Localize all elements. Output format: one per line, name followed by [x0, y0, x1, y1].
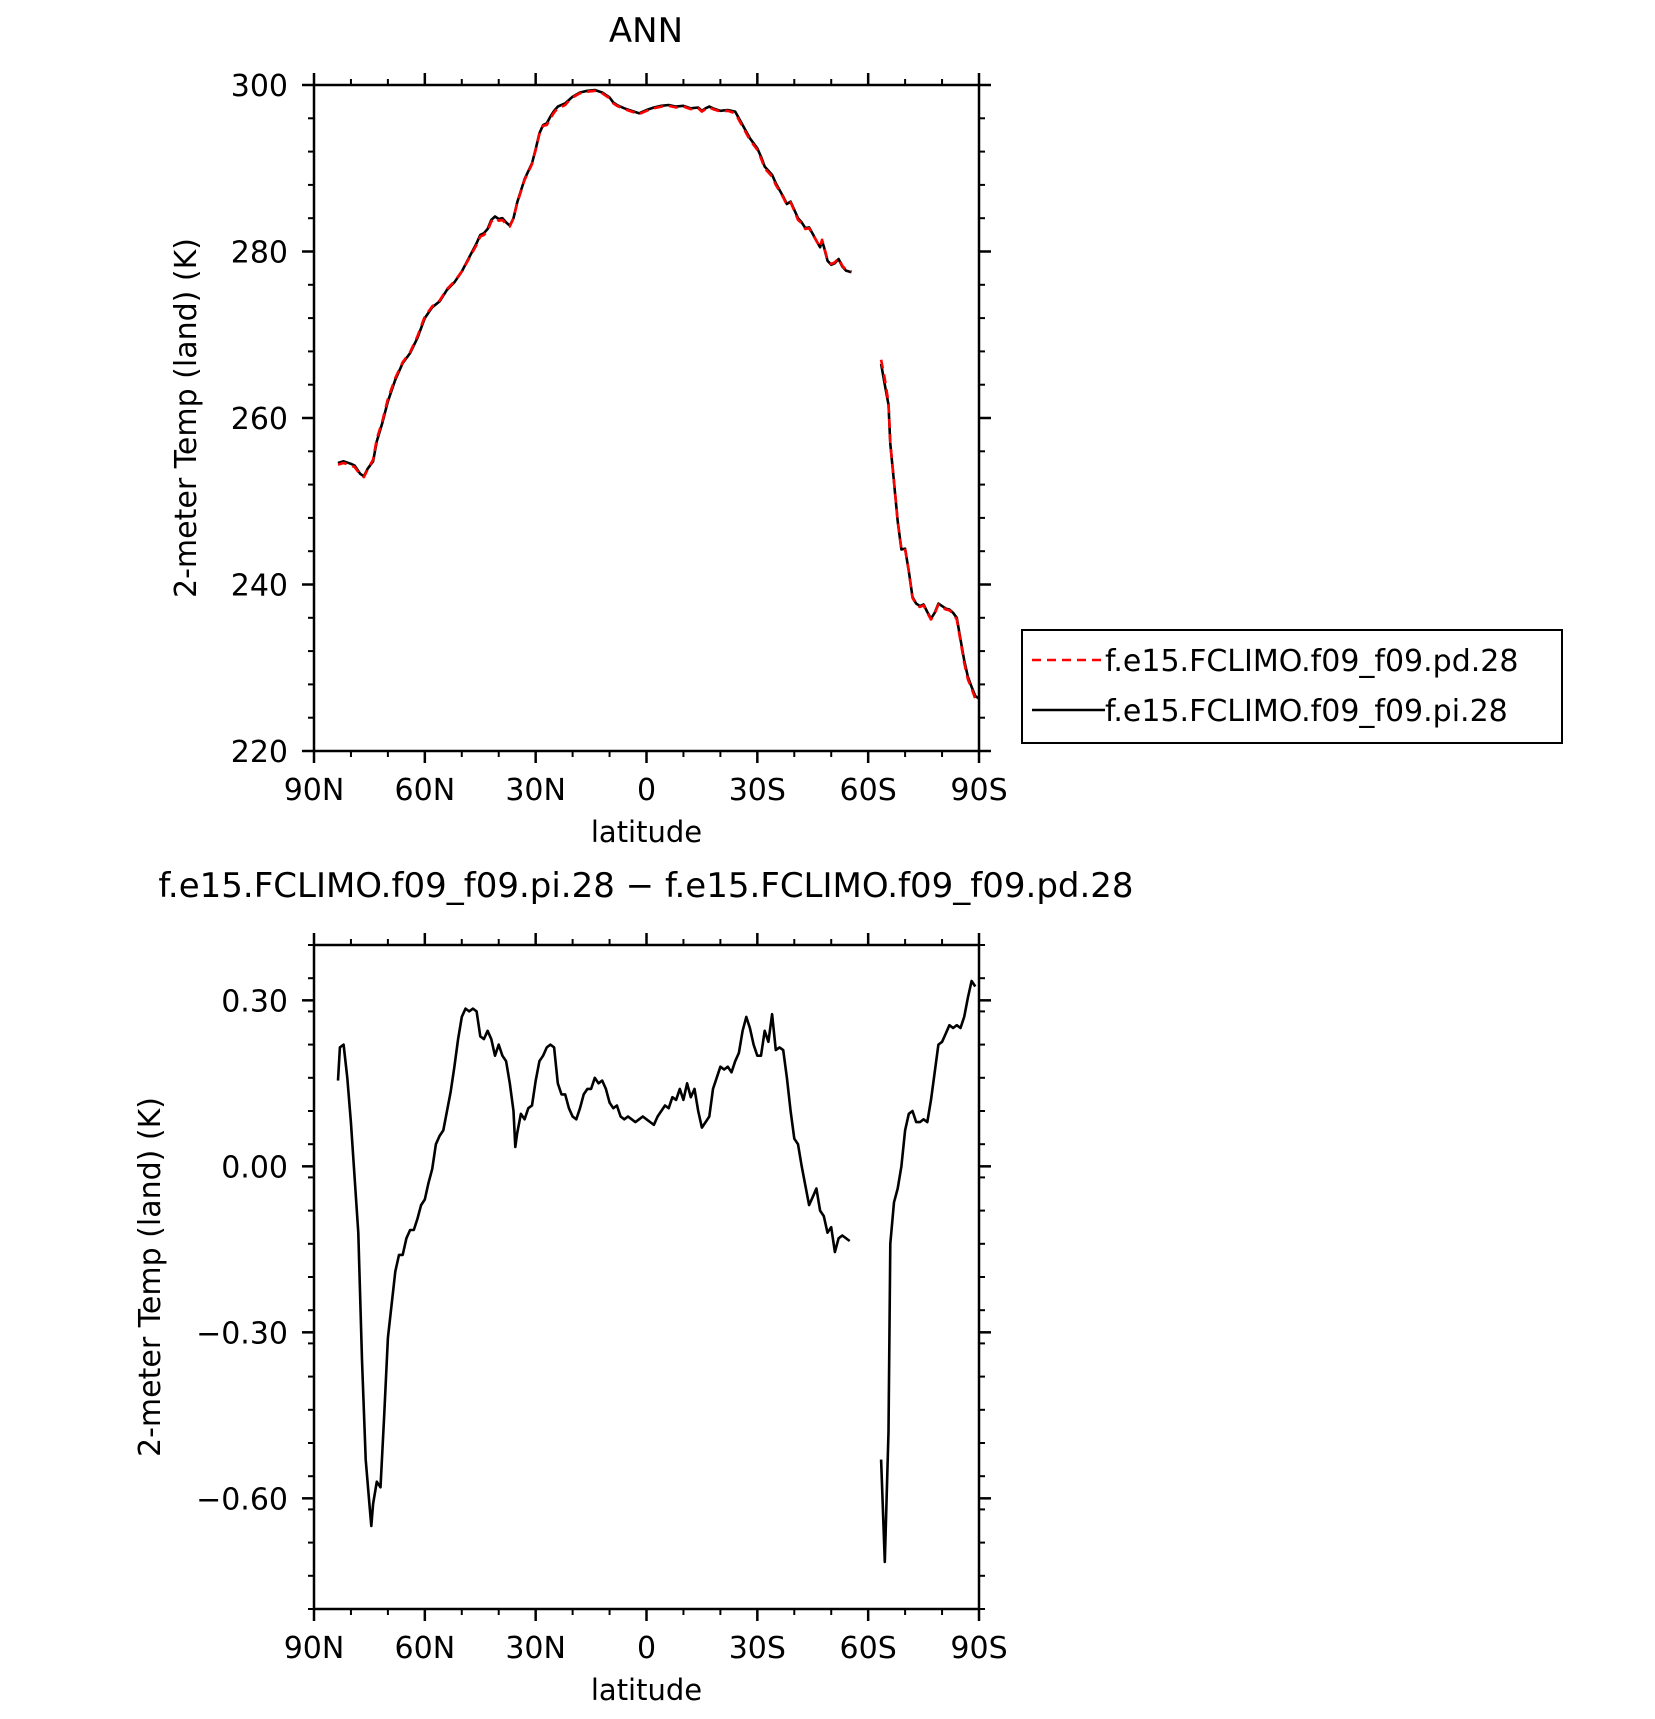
x-tick-label: 60N — [395, 1631, 456, 1666]
x-tick-label: 60S — [840, 1631, 897, 1666]
series-line-1 — [337, 89, 852, 479]
y-tick-label: 220 — [231, 735, 288, 770]
y-tick-label: 300 — [231, 69, 288, 104]
legend-label: f.e15.FCLIMO.f09_f09.pi.28 — [1105, 694, 1508, 729]
y-tick-label: 0.00 — [221, 1150, 288, 1185]
y-tick-label: 240 — [231, 569, 288, 604]
x-axis-label: latitude — [591, 815, 702, 849]
x-tick-label: 30N — [505, 773, 566, 808]
series-line-1 — [879, 979, 977, 1564]
plot-frame — [312, 83, 981, 753]
x-tick-label: 90S — [950, 1631, 1007, 1666]
legend-label: f.e15.FCLIMO.f09_f09.pd.28 — [1105, 644, 1518, 679]
x-tick-label: 30S — [729, 773, 786, 808]
x-tick-label: 60S — [840, 773, 897, 808]
chart-title: f.e15.FCLIMO.f09_f09.pi.28 − f.e15.FCLIM… — [158, 866, 1133, 906]
series-group — [337, 88, 979, 703]
chart-title: ANN — [609, 11, 683, 51]
x-tick-label: 90N — [284, 1631, 345, 1666]
x-tick-label: 30N — [505, 1631, 566, 1666]
series-line-2 — [879, 363, 979, 700]
y-tick-label: −0.60 — [196, 1482, 288, 1517]
chart-1: ANN 90N 60N 30N 0 30S 60S 90S 300 280 260 240 220 lat… — [169, 11, 1563, 849]
y-tick-label: 260 — [231, 402, 288, 437]
x-tick-label: 60N — [395, 773, 456, 808]
series-line-1 — [879, 359, 979, 703]
y-tick-label: 0.30 — [221, 984, 288, 1019]
x-tick-label: 90N — [284, 773, 345, 808]
chart-2: f.e15.FCLIMO.f09_f09.pi.28 − f.e15.FCLIM… — [133, 866, 1134, 1707]
series-line-2 — [337, 88, 852, 478]
y-tick-label: 280 — [231, 236, 288, 271]
x-tick-label: 0 — [637, 1631, 656, 1666]
legend: f.e15.FCLIMO.f09_f09.pd.28 f.e15.FCLIMO.f… — [1021, 629, 1563, 744]
plot-frame — [312, 943, 981, 1611]
x-tick-label: 90S — [950, 773, 1007, 808]
x-tick-label: 0 — [637, 773, 656, 808]
x-tick-label: 30S — [729, 1631, 786, 1666]
legend-box — [1021, 629, 1563, 744]
series-line-1 — [336, 1007, 851, 1528]
y-tick-label: −0.30 — [196, 1316, 288, 1351]
y-axis-label: 2-meter Temp (land) (K) — [169, 238, 204, 598]
x-axis-label: latitude — [591, 1673, 702, 1707]
series-group — [336, 979, 977, 1564]
y-axis-label: 2-meter Temp (land) (K) — [133, 1097, 168, 1457]
